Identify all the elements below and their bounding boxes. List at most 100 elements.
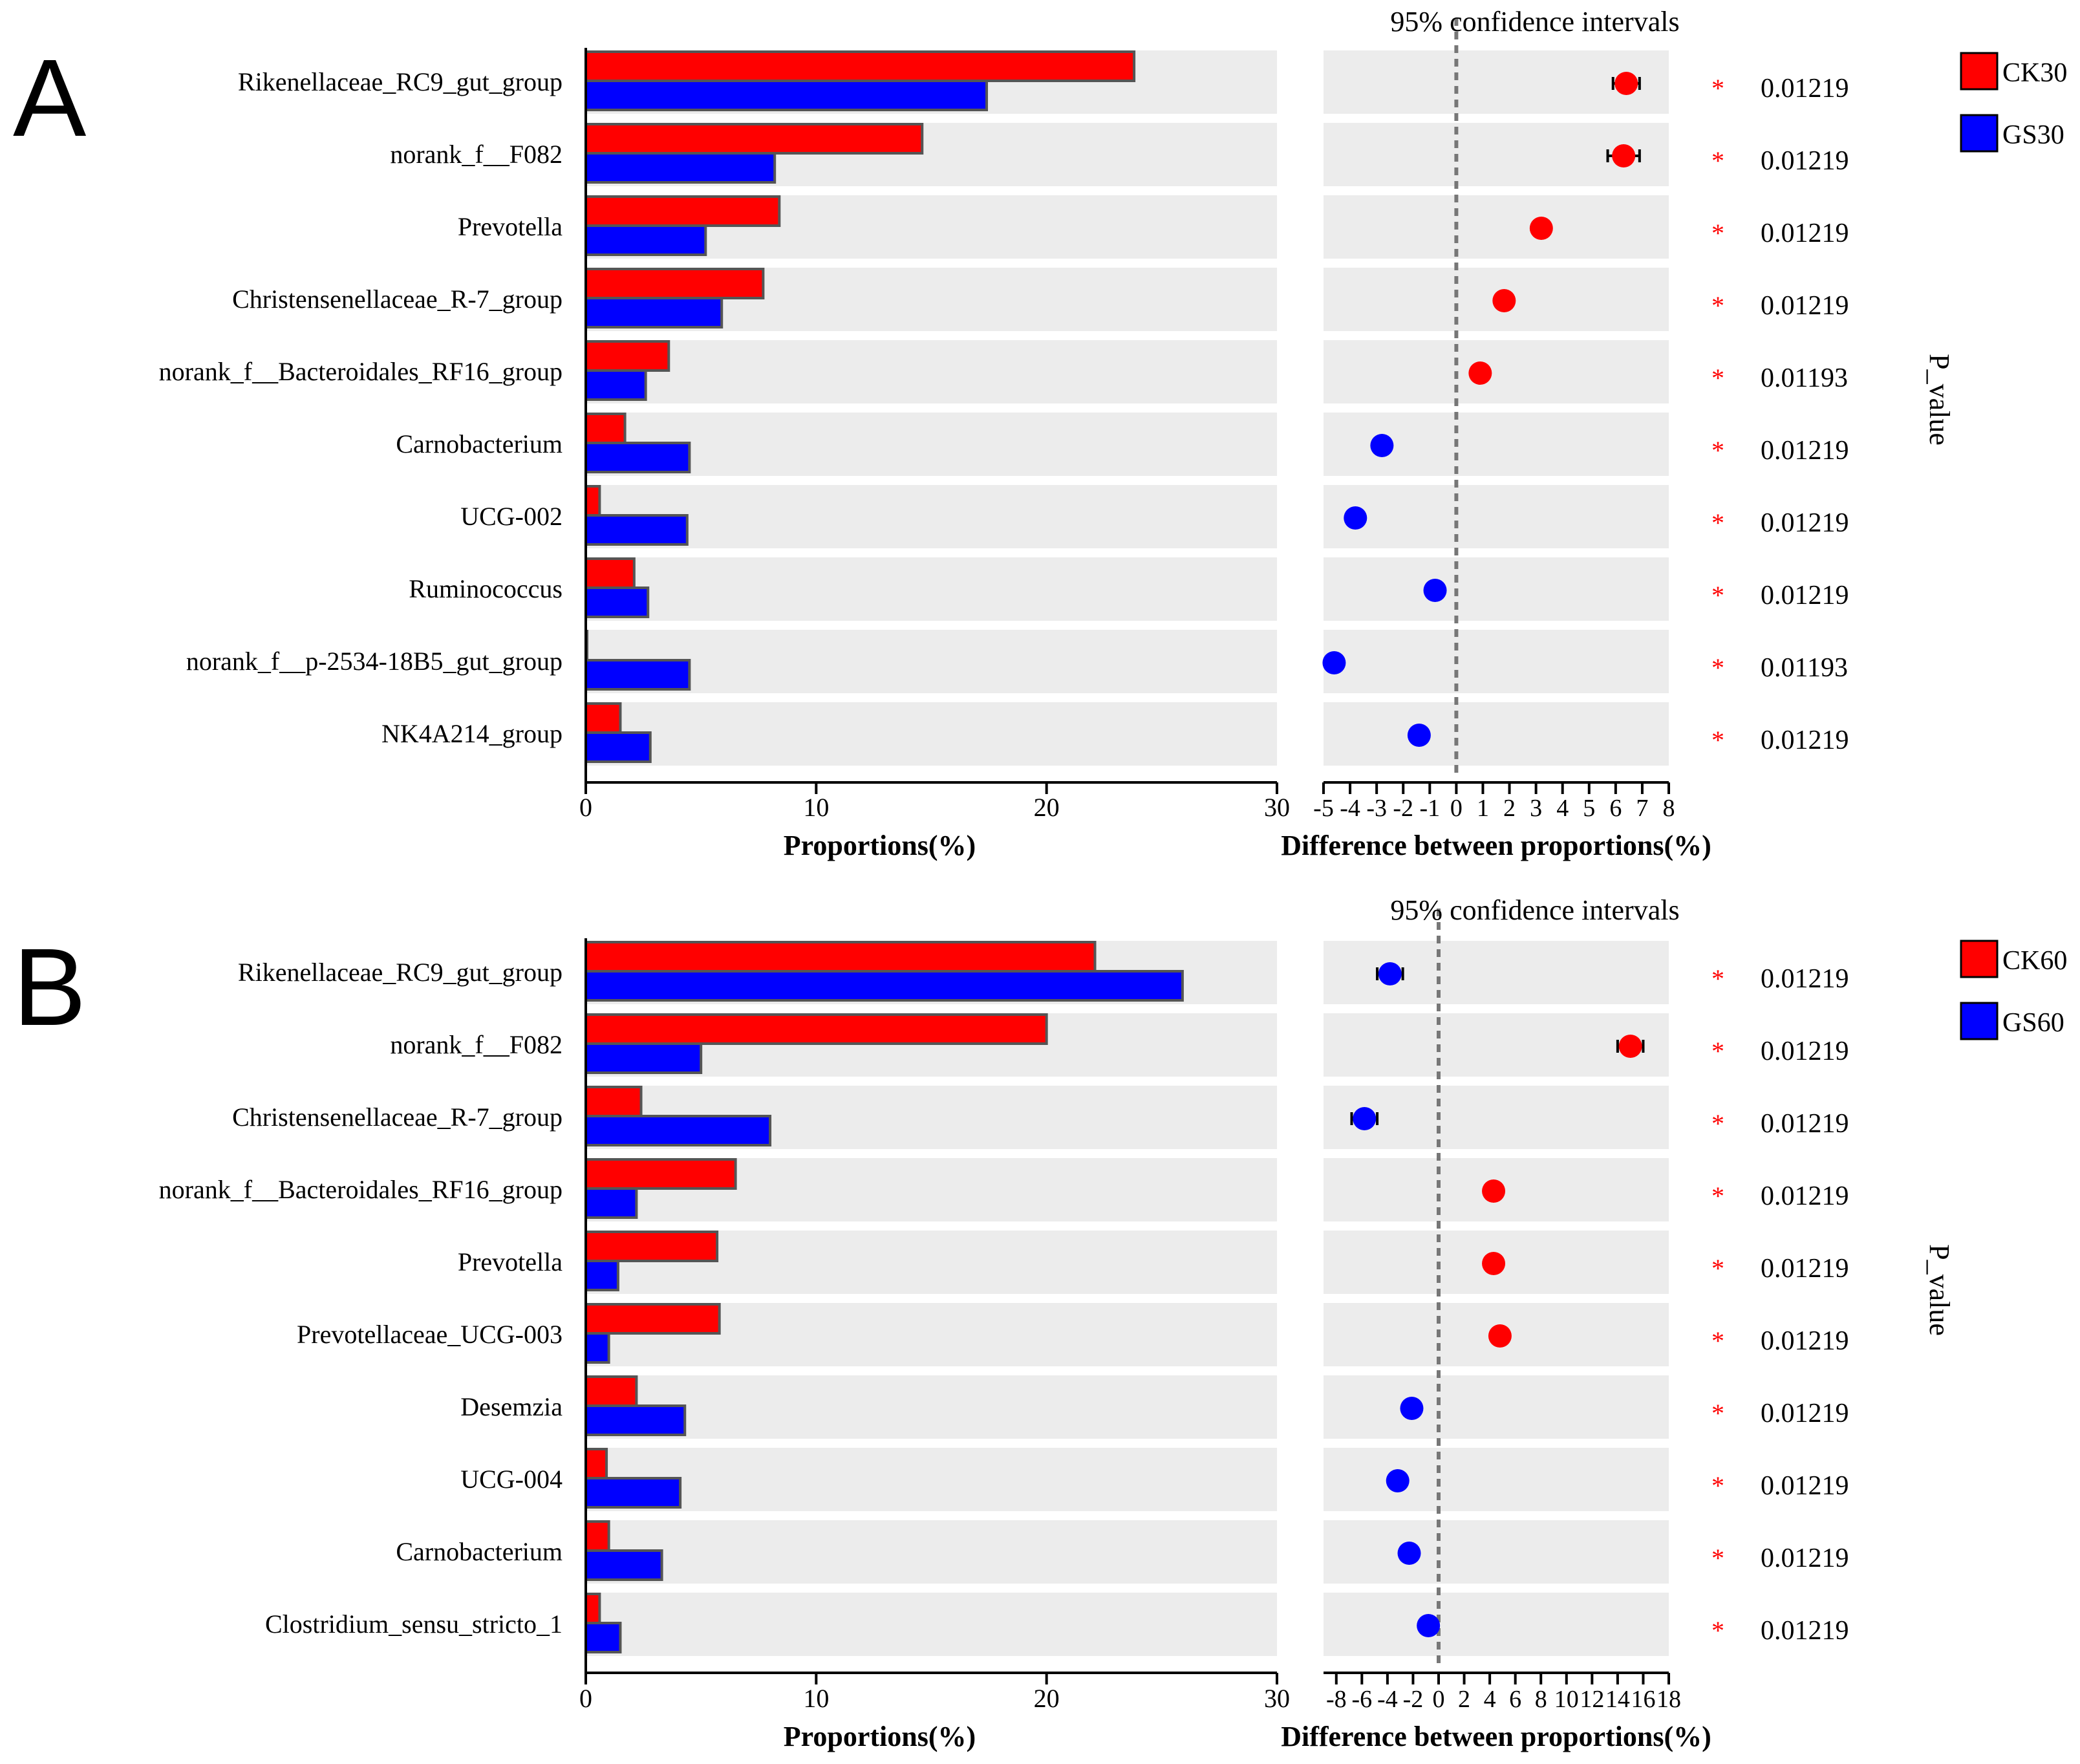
- bar-gs60: [584, 1477, 682, 1509]
- bar-ck30: [584, 485, 601, 517]
- difference-point: [1344, 506, 1367, 530]
- bar-ck30: [584, 557, 636, 589]
- difference-point: [1423, 579, 1447, 602]
- legend-label: GS30: [2002, 120, 2064, 150]
- panel-a: A Rikenellaceae_RC9_gut_group * 0.01219 nora…: [13, 6, 2067, 861]
- difference-point: [1468, 361, 1492, 385]
- diff-row-band: [1324, 1375, 1669, 1439]
- bar-gs30: [584, 659, 691, 691]
- p-value-text: 0.01219: [1761, 291, 1849, 321]
- bar-gs30: [584, 731, 652, 763]
- p-value-axis-label: P_value: [1924, 1244, 1955, 1336]
- bar-gs60: [584, 1115, 772, 1146]
- panel-letter: B: [13, 926, 86, 1049]
- ci-title: 95% confidence intervals: [1390, 894, 1679, 926]
- category-label: UCG-004: [460, 1465, 563, 1494]
- bar-ck60: [584, 1013, 1048, 1045]
- p-value-text: 0.01219: [1761, 74, 1849, 103]
- diff-row-band: [1324, 485, 1669, 548]
- diff-x-tick-label: 0: [1450, 795, 1463, 822]
- diff-x-tick-label: -5: [1313, 795, 1334, 822]
- bar-x-tick-label: 30: [1264, 793, 1290, 822]
- p-value-text: 0.01219: [1761, 1471, 1849, 1501]
- bar-ck60: [584, 1520, 610, 1552]
- category-label: norank_f__p-2534-18B5_gut_group: [186, 647, 563, 676]
- bar-gs60: [584, 1404, 687, 1436]
- significance-star: *: [1711, 219, 1724, 248]
- difference-point: [1400, 1397, 1424, 1420]
- legend-swatch-gs60: [1960, 1002, 1999, 1040]
- difference-point: [1482, 1179, 1506, 1203]
- legend-swatch-ck60: [1960, 940, 1999, 978]
- bar-x-tick-label: 0: [579, 793, 592, 822]
- significance-star: *: [1711, 1109, 1724, 1138]
- bar-ck30: [584, 702, 622, 734]
- category-label: Rikenellaceae_RC9_gut_group: [238, 67, 563, 96]
- category-label: Christensenellaceae_R-7_group: [232, 285, 563, 314]
- category-label: Clostridium_sensu_stricto_1: [265, 1609, 563, 1639]
- legend-label: GS60: [2002, 1008, 2064, 1038]
- diff-x-tick-label: -4: [1340, 795, 1360, 822]
- bar-ck60: [584, 1231, 719, 1262]
- bar-x-axis-title: Proportions(%): [784, 1721, 976, 1752]
- p-value-text: 0.01219: [1761, 146, 1849, 176]
- row-band: [586, 557, 1277, 621]
- difference-point: [1614, 72, 1638, 95]
- bar-gs30: [584, 152, 777, 184]
- bar-ck60: [584, 1593, 601, 1624]
- difference-point: [1322, 651, 1346, 674]
- diff-row-band: [1324, 340, 1669, 403]
- category-label: Rikenellaceae_RC9_gut_group: [238, 958, 563, 987]
- diff-x-tick-label: 14: [1605, 1686, 1630, 1713]
- difference-point: [1353, 1107, 1377, 1130]
- significance-star: *: [1711, 436, 1724, 465]
- significance-star: *: [1711, 146, 1724, 175]
- p-value-text: 0.01219: [1761, 219, 1849, 248]
- diff-x-axis-title: Difference between proportions(%): [1281, 830, 1711, 861]
- difference-point: [1529, 217, 1553, 240]
- diff-x-tick-label: 8: [1663, 795, 1675, 822]
- p-value-text: 0.01219: [1761, 508, 1849, 538]
- bar-ck60: [584, 1448, 608, 1479]
- bar-ck30: [584, 340, 670, 372]
- diff-x-tick-label: 18: [1656, 1686, 1681, 1713]
- ci-title: 95% confidence intervals: [1390, 6, 1679, 38]
- bar-gs60: [584, 970, 1184, 1002]
- bar-x-tick-label: 10: [803, 1684, 829, 1713]
- significance-star: *: [1711, 1544, 1724, 1573]
- diff-row-band: [1324, 1448, 1669, 1511]
- legend-swatch-ck30: [1960, 52, 1999, 91]
- difference-point: [1386, 1469, 1410, 1492]
- bar-gs30: [584, 369, 647, 401]
- significance-star: *: [1711, 1037, 1724, 1066]
- category-label: norank_f__F082: [390, 1030, 563, 1059]
- difference-point: [1492, 289, 1516, 312]
- diff-x-tick-label: 3: [1530, 795, 1542, 822]
- bar-gs60: [584, 1042, 703, 1074]
- bar-x-tick-label: 20: [1034, 793, 1060, 822]
- p-value-text: 0.01193: [1761, 653, 1848, 683]
- row-band: [586, 485, 1277, 548]
- diff-x-tick-label: 16: [1631, 1686, 1655, 1713]
- diff-row-band: [1324, 195, 1669, 259]
- diff-x-tick-label: -4: [1377, 1686, 1398, 1713]
- significance-star: *: [1711, 1616, 1724, 1645]
- significance-star: *: [1711, 1471, 1724, 1500]
- p-value-text: 0.01219: [1761, 1109, 1849, 1139]
- bar-x-tick-label: 30: [1264, 1684, 1290, 1713]
- diff-row-band: [1324, 1013, 1669, 1077]
- bar-ck30: [584, 195, 781, 227]
- diff-x-axis-title: Difference between proportions(%): [1281, 1721, 1711, 1752]
- category-label: Prevotellaceae_UCG-003: [297, 1320, 563, 1349]
- category-label: NK4A214_group: [381, 719, 563, 748]
- category-label: norank_f__F082: [390, 140, 563, 169]
- bar-ck30: [584, 50, 1136, 82]
- row-band: [586, 1593, 1277, 1656]
- bar-gs30: [584, 80, 989, 111]
- significance-star: *: [1711, 291, 1724, 320]
- diff-row-band: [1324, 941, 1669, 1004]
- diff-x-tick-label: 5: [1583, 795, 1595, 822]
- row-band: [586, 340, 1277, 403]
- significance-star: *: [1711, 1181, 1724, 1210]
